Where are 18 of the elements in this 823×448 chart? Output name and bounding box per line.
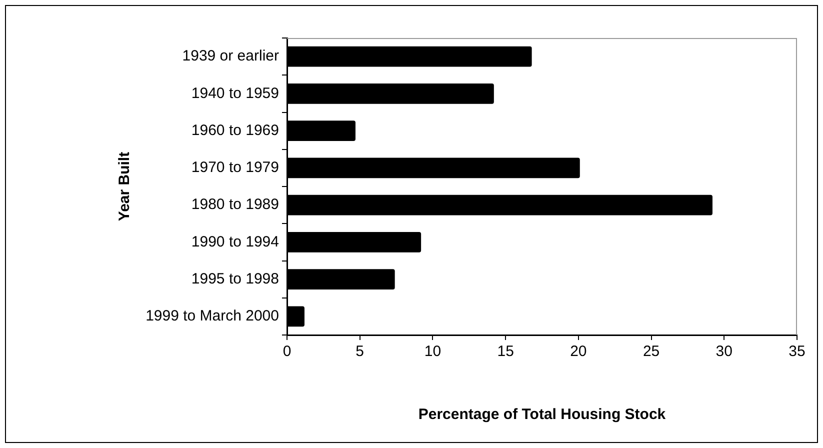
x-tick-label: 15 — [497, 343, 514, 360]
y-tick-label: 1970 to 1979 — [191, 159, 279, 176]
y-axis-title: Year Built — [116, 152, 134, 222]
x-tick-label: 10 — [424, 343, 442, 360]
y-tick-label: 1995 to 1998 — [191, 270, 279, 288]
x-tick-label: 30 — [716, 343, 732, 360]
y-tick-label: 1990 to 1994 — [191, 233, 279, 250]
x-tick-label: 20 — [570, 343, 587, 360]
x-tick-label: 25 — [642, 343, 660, 360]
y-tick-label: 1939 or earlier — [182, 48, 279, 65]
y-tick-label: 1999 to March 2000 — [146, 308, 279, 325]
y-tick-label: 1960 to 1969 — [191, 122, 279, 139]
x-tick-label: 35 — [788, 343, 806, 360]
x-tick-label: 0 — [282, 343, 292, 360]
y-tick-label: 1940 to 1959 — [191, 84, 279, 102]
y-tick-label: 1980 to 1989 — [191, 196, 279, 214]
x-axis-title: Percentage of Total Housing Stock — [418, 406, 666, 424]
x-tick-label: 5 — [356, 343, 364, 360]
